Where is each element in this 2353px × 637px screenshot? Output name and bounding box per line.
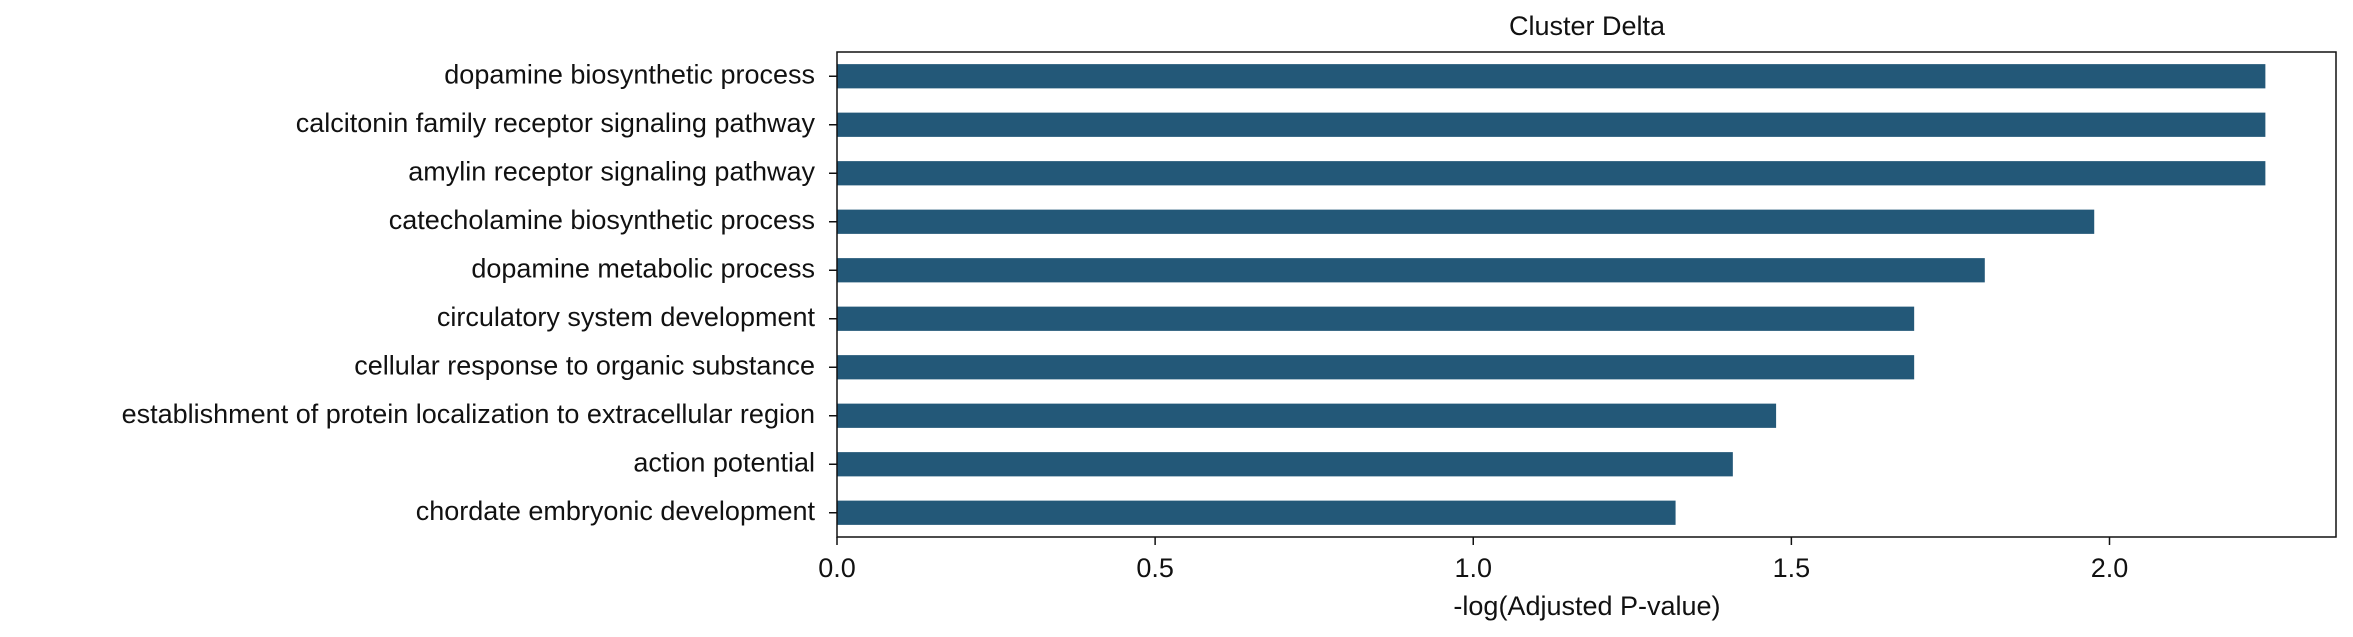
bar bbox=[837, 355, 1915, 380]
x-tick-label: 1.5 bbox=[1773, 553, 1811, 583]
bar bbox=[837, 209, 2095, 234]
bar bbox=[837, 500, 1676, 525]
x-tick-label: 0.5 bbox=[1136, 553, 1174, 583]
bar bbox=[837, 64, 2266, 89]
chart-title: Cluster Delta bbox=[1509, 11, 1666, 41]
bar bbox=[837, 258, 1985, 283]
bar bbox=[837, 403, 1777, 428]
bar bbox=[837, 306, 1915, 331]
x-tick-label: 0.0 bbox=[818, 553, 856, 583]
y-tick-label: circulatory system development bbox=[437, 302, 816, 332]
y-tick-label: calcitonin family receptor signaling pat… bbox=[296, 108, 816, 138]
x-axis-label: -log(Adjusted P-value) bbox=[1453, 591, 1720, 621]
y-tick-label: amylin receptor signaling pathway bbox=[408, 156, 815, 186]
y-tick-label: dopamine metabolic process bbox=[471, 253, 815, 283]
bar bbox=[837, 161, 2266, 186]
y-tick-label: chordate embryonic development bbox=[416, 496, 816, 526]
bar bbox=[837, 452, 1733, 477]
y-tick-label: catecholamine biosynthetic process bbox=[389, 205, 815, 235]
x-tick-label: 2.0 bbox=[2091, 553, 2129, 583]
y-tick-label: cellular response to organic substance bbox=[354, 350, 815, 380]
bar bbox=[837, 112, 2266, 137]
y-tick-label: dopamine biosynthetic process bbox=[444, 59, 815, 89]
plot-frame bbox=[836, 51, 2337, 538]
y-tick-label: action potential bbox=[633, 447, 815, 477]
y-tick-label: establishment of protein localization to… bbox=[122, 399, 815, 429]
x-tick-label: 1.0 bbox=[1454, 553, 1492, 583]
